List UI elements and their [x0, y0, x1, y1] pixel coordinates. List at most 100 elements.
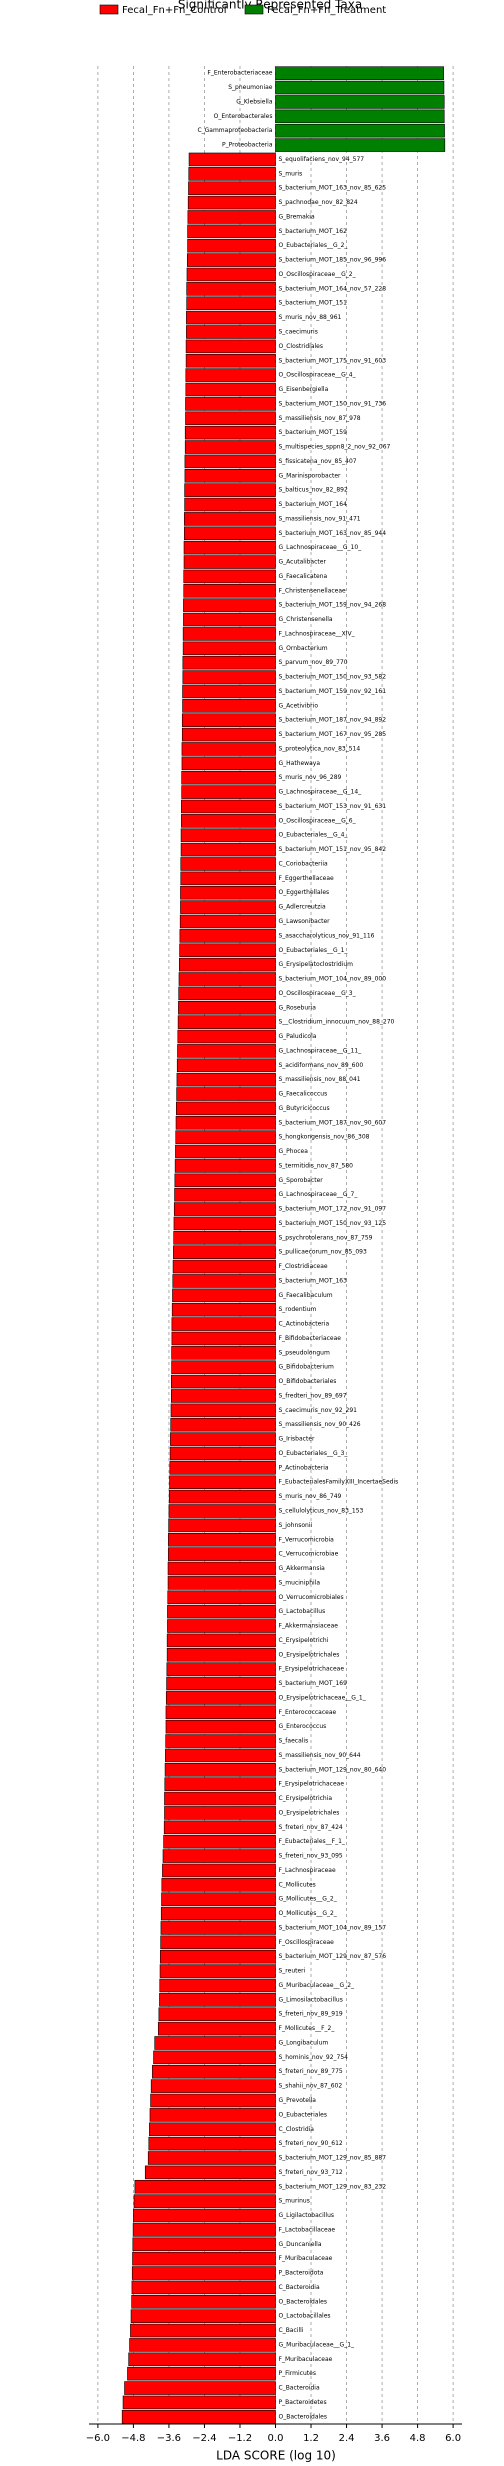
- category-label: S_caecimuris: [279, 328, 318, 335]
- category-label: O_Bifidobacteriales: [279, 1378, 337, 1385]
- category-label: S_murinus: [279, 2198, 310, 2205]
- bar: [121, 2410, 276, 2424]
- bar: [132, 2223, 276, 2237]
- category-label: O_Eubacteriales__G_2_: [279, 242, 349, 249]
- category-label: S_balticus_nov_82_892: [279, 487, 349, 494]
- bar: [128, 2352, 276, 2367]
- bar: [185, 411, 276, 426]
- x-tick-label: −4.8: [121, 2433, 145, 2444]
- bar: [186, 296, 276, 311]
- category-label: S_bacterium_MOT_129_nov_85_887: [279, 2155, 387, 2162]
- category-label: S_caecimuris_nov_92_291: [279, 1407, 358, 1414]
- category-label: G_Hathewaya: [279, 760, 321, 767]
- category-label: G_Phocea: [279, 1148, 309, 1155]
- category-label: S_bacterium_MOT_163: [279, 1277, 348, 1284]
- category-label: S_bacterium_MOT_129_nov_87_576: [279, 1953, 387, 1960]
- category-label: G_Lactobacillus: [279, 1608, 326, 1615]
- category-label: F_Eubacteriales__F_1_: [279, 1838, 346, 1845]
- bar: [179, 929, 276, 943]
- bar: [166, 1676, 276, 1691]
- bar: [166, 1633, 276, 1648]
- category-label: G_Lachnospiraceae__G_7_: [279, 1191, 359, 1198]
- category-label: G_Bremakia: [279, 213, 315, 220]
- category-label: G_Adlercreutzia: [279, 904, 326, 911]
- bar: [183, 612, 276, 627]
- bar: [168, 1489, 276, 1504]
- bar: [168, 1547, 276, 1561]
- category-label: C_Bacteroidia: [279, 2385, 320, 2392]
- bar: [275, 95, 445, 109]
- bar: [185, 382, 276, 397]
- bar: [160, 1906, 276, 1921]
- bar: [176, 1101, 276, 1116]
- category-label: S_bacterium_MOT_129_nov_83_232: [279, 2183, 387, 2190]
- category-label: G_Paludicola: [279, 1033, 317, 1040]
- legend-label: Fecal_Fn+Fn_Treatment: [267, 5, 386, 16]
- bar: [275, 66, 444, 80]
- bar: [179, 914, 276, 929]
- category-label: G_Klebsiella: [236, 98, 273, 105]
- x-tick-label: −2.4: [192, 2433, 216, 2444]
- bar: [173, 1216, 276, 1231]
- bar: [173, 1202, 276, 1216]
- category-label: S_bacterium_MOT_150_nov_91_736: [279, 400, 387, 407]
- bar: [129, 2338, 276, 2352]
- category-label: G_Christensenella: [279, 616, 333, 623]
- bar: [168, 1532, 276, 1547]
- category-label: F_Akkermansiaceae: [279, 1623, 339, 1630]
- x-tick-label: 1.2: [303, 2433, 319, 2444]
- bar: [180, 857, 276, 871]
- category-label: F_Bifidobacteriaceae: [279, 1335, 342, 1342]
- bar: [182, 684, 276, 699]
- category-label: S_pneumoniae: [228, 84, 273, 91]
- category-label: S_bacterium_MOT_159: [279, 429, 348, 436]
- bar: [133, 2208, 276, 2223]
- bar: [172, 1274, 276, 1288]
- bar: [184, 512, 276, 526]
- category-label: S_bacterium_MOT_150_nov_93_125: [279, 1220, 387, 1227]
- bar: [130, 2309, 276, 2323]
- category-label: P_Bacteroidota: [279, 2270, 324, 2277]
- bar: [187, 224, 276, 239]
- bar: [152, 2064, 276, 2079]
- category-label: S_muris: [279, 170, 303, 177]
- category-label: F_Eggerthellaceae: [279, 875, 335, 882]
- bar: [181, 713, 276, 727]
- category-label: S_muris_nov_96_289: [279, 774, 342, 781]
- category-label: S_massiliensis_nov_90_426: [279, 1421, 361, 1428]
- bar: [165, 1691, 276, 1705]
- bar: [158, 2007, 276, 2021]
- bar: [130, 2323, 276, 2338]
- bar: [168, 1518, 276, 1533]
- bar: [275, 123, 445, 138]
- bar: [169, 1461, 276, 1475]
- category-label: O_Eubacteriales__G_4_: [279, 832, 349, 839]
- category-label: S_fissicatena_nov_85_407: [279, 458, 357, 465]
- category-label: G_Acetivibrio: [279, 702, 319, 709]
- category-label: S_massiliensis_nov_91_471: [279, 515, 361, 522]
- x-tick-label: −6.0: [86, 2433, 110, 2444]
- bar: [181, 785, 276, 799]
- bar: [167, 1619, 276, 1633]
- bar: [150, 2079, 276, 2093]
- bar: [159, 1964, 276, 1978]
- category-label: O_Verrucomicrobiales: [279, 1594, 344, 1601]
- category-label: S_bacterium_MOT_164_nov_57_228: [279, 285, 387, 292]
- x-tick-label: −1.2: [228, 2433, 252, 2444]
- category-label: G_Erysipelatoclostridium: [279, 961, 354, 968]
- category-label: G_Ornbacterium: [279, 645, 328, 652]
- category-label: C_Erysipelotrichi: [279, 1637, 329, 1644]
- bar: [165, 1748, 276, 1763]
- category-label: S_cellulolyticus_nov_83_153: [279, 1507, 364, 1514]
- legend-swatch: [99, 4, 119, 15]
- bar: [164, 1763, 276, 1777]
- category-label: S_termitidis_nov_87_580: [279, 1162, 354, 1169]
- category-label: S_bacterium_MOT_167_nov_95_285: [279, 731, 387, 738]
- category-label: O_Oscillospiraceae__G_2_: [279, 271, 357, 278]
- bar: [182, 655, 276, 670]
- bar: [172, 1259, 276, 1274]
- category-label: G_Akkermansia: [279, 1565, 326, 1572]
- bar: [166, 1648, 276, 1662]
- category-label: S_hominis_nov_92_754: [279, 2054, 349, 2061]
